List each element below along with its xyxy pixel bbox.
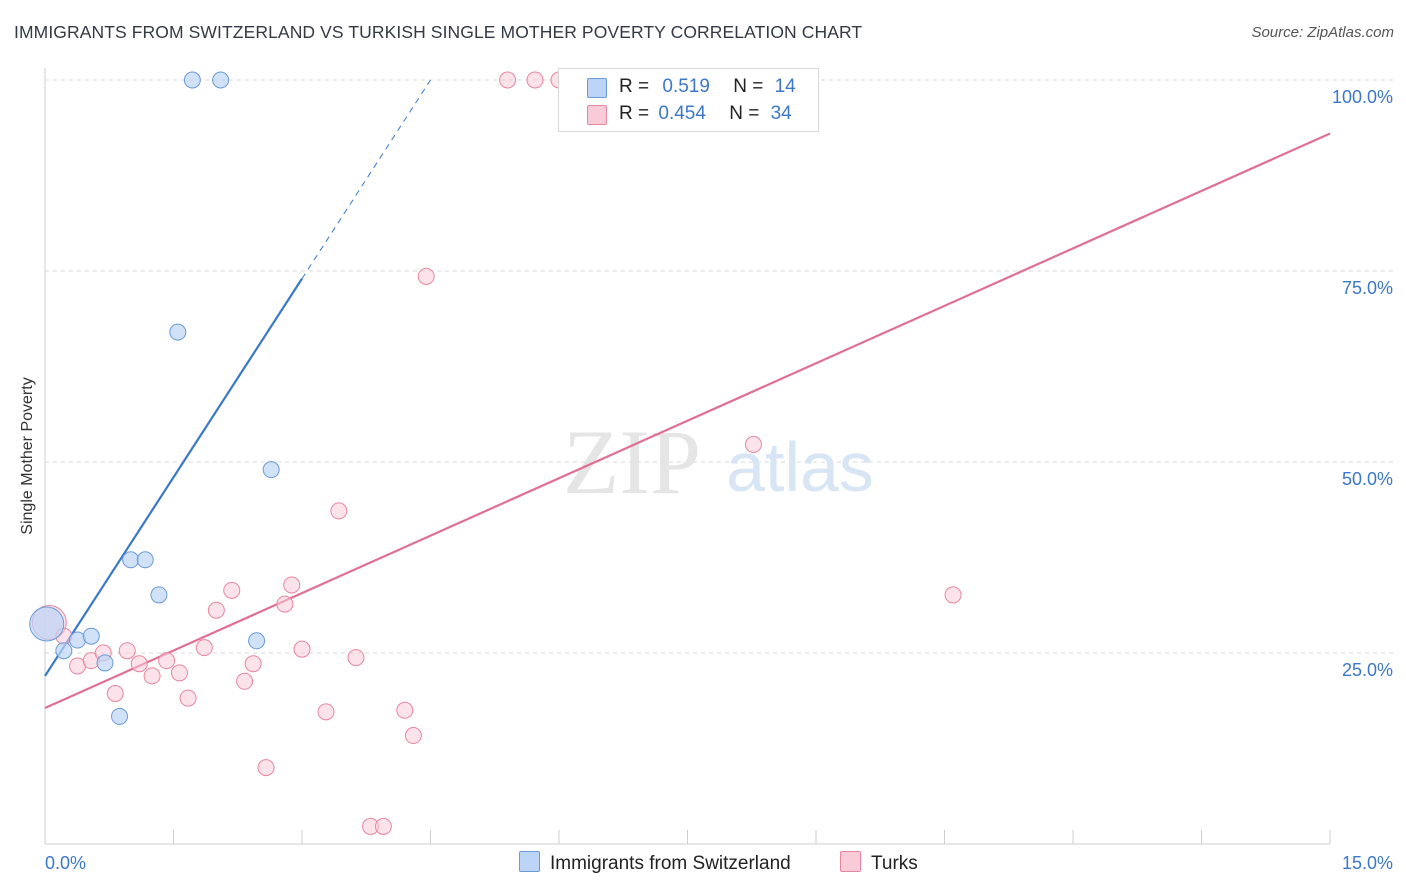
switzerland-point: [136, 551, 154, 569]
turks-point: [396, 701, 414, 719]
switzerland-swatch: [587, 78, 607, 98]
switzerland-point: [248, 632, 266, 650]
series-legend: Immigrants from Switzerland Turks: [0, 851, 1406, 879]
turks-point: [244, 655, 262, 673]
turks-point: [317, 703, 335, 721]
turks-point: [293, 640, 311, 658]
turks-point: [944, 586, 962, 604]
watermark: ZIP atlas: [563, 411, 874, 513]
r-label: R =: [619, 103, 650, 124]
turks-point: [330, 502, 348, 520]
turks-point: [276, 595, 294, 613]
r-value: 0.454: [658, 103, 706, 124]
turks-swatch: [587, 105, 607, 125]
turks-point: [106, 684, 124, 702]
source-credit: Source: ZipAtlas.com: [1251, 24, 1394, 41]
data-points: [29, 71, 962, 835]
switzerland-point: [111, 707, 129, 725]
turks-point: [417, 267, 435, 285]
switzerland-trend-extension: [301, 79, 431, 279]
switzerland-point: [96, 654, 114, 672]
turks-point: [170, 664, 188, 682]
legend-label: Immigrants from Switzerland: [550, 853, 791, 874]
turks-point: [207, 601, 225, 619]
turks-point: [195, 639, 213, 657]
switzerland-swatch: [519, 851, 540, 872]
turks-point: [118, 642, 136, 660]
turks-point: [143, 667, 161, 685]
y-tick-label: 100.0%: [1332, 87, 1393, 107]
switzerland-point: [262, 461, 280, 479]
y-tick-label: 75.0%: [1342, 278, 1393, 298]
tick-labels: 25.0% 50.0% 75.0% 100.0% 0.0% 15.0%: [45, 87, 1393, 873]
turks-point: [499, 71, 517, 89]
switzerland-point: [183, 71, 201, 89]
legend-row-turks: R = 0.454 N = 34: [559, 100, 818, 128]
legend-row-switzerland: R = 0.519 N = 14: [559, 73, 818, 101]
turks-point: [158, 652, 176, 670]
watermark-zip: ZIP: [563, 411, 701, 513]
switzerland-trend-line: [44, 278, 303, 677]
x-tick-label: 15.0%: [1342, 853, 1393, 873]
turks-point: [283, 576, 301, 594]
switzerland-point: [122, 551, 140, 569]
x-tick-label: 0.0%: [45, 853, 86, 873]
switzerland-point: [55, 642, 73, 660]
switzerland-point: [150, 586, 168, 604]
legend-label: Turks: [871, 853, 918, 874]
turks-point: [404, 727, 422, 745]
turks-trend-line: [44, 132, 1331, 710]
r-label: R =: [619, 76, 650, 97]
turks-point: [179, 689, 197, 707]
legend-item-turks[interactable]: Turks: [840, 851, 918, 875]
turks-point: [744, 435, 762, 453]
trend-lines: [44, 79, 1331, 710]
stats-legend: R = 0.519 N = 14 R = 0.454 N = 34: [558, 68, 819, 132]
turks-point: [236, 672, 254, 690]
y-tick-label: 25.0%: [1342, 660, 1393, 680]
turks-point: [347, 649, 365, 667]
turks-point: [223, 581, 241, 599]
n-value: 34: [770, 103, 792, 124]
switzerland-point: [169, 323, 187, 341]
r-value: 0.519: [662, 76, 710, 97]
turks-point: [374, 817, 392, 835]
turks-point: [526, 71, 544, 89]
turks-swatch: [840, 851, 861, 872]
n-label: N =: [733, 76, 764, 97]
n-value: 14: [774, 76, 796, 97]
turks-point: [257, 759, 275, 777]
gridlines: [45, 79, 1395, 654]
switzerland-point: [212, 71, 230, 89]
axes: [44, 68, 1331, 845]
switzerland-point: [82, 627, 100, 645]
switzerland-point: [29, 606, 65, 642]
legend-item-switzerland[interactable]: Immigrants from Switzerland: [519, 851, 791, 875]
y-tick-label: 50.0%: [1342, 469, 1393, 489]
chart-title: IMMIGRANTS FROM SWITZERLAND VS TURKISH S…: [14, 22, 863, 42]
turks-point: [130, 655, 148, 673]
n-label: N =: [729, 103, 760, 124]
